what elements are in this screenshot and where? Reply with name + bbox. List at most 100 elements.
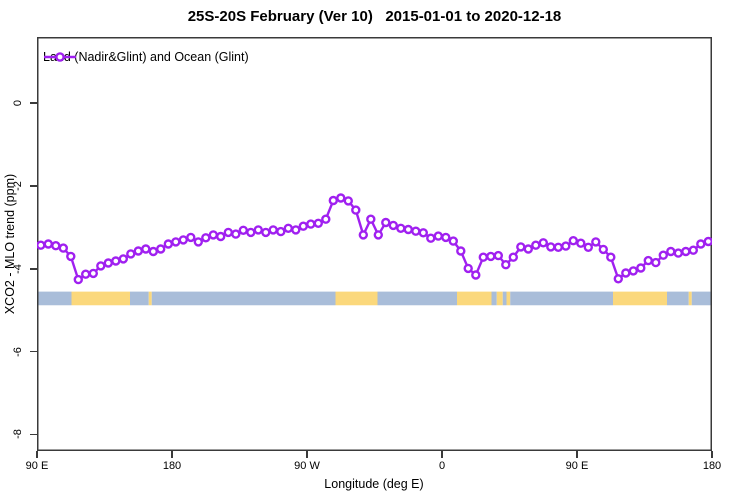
data-point-marker bbox=[283, 223, 294, 234]
surface-band-ocean-segment bbox=[510, 291, 613, 306]
data-point-marker bbox=[231, 229, 241, 239]
x-axis-tick-mark bbox=[441, 451, 443, 458]
data-point-marker bbox=[171, 237, 181, 247]
surface-band-land-segment bbox=[506, 291, 511, 306]
data-point-marker bbox=[516, 242, 526, 252]
data-point-marker bbox=[246, 227, 256, 238]
surface-band-ocean-segment bbox=[130, 291, 149, 306]
y-axis-tick-mark bbox=[30, 433, 37, 436]
data-point-marker bbox=[73, 274, 83, 285]
plot-canvas bbox=[37, 37, 712, 451]
data-point-marker bbox=[103, 258, 114, 268]
data-point-marker bbox=[523, 244, 533, 254]
legend-series-glyph-icon bbox=[44, 52, 76, 62]
x-axis-tick-mark bbox=[306, 451, 308, 458]
data-point-marker bbox=[426, 233, 436, 243]
data-point-marker bbox=[583, 242, 593, 253]
data-point-marker bbox=[58, 243, 68, 253]
data-point-marker bbox=[696, 239, 706, 249]
data-point-marker bbox=[351, 205, 361, 215]
data-point-marker bbox=[546, 242, 556, 252]
data-point-marker bbox=[291, 225, 301, 235]
data-point-marker bbox=[373, 230, 383, 240]
data-point-marker bbox=[186, 232, 196, 243]
y-axis-tick-mark bbox=[30, 185, 37, 187]
data-point-marker bbox=[43, 239, 54, 249]
data-point-marker bbox=[155, 244, 166, 254]
data-point-marker bbox=[306, 219, 316, 229]
plot-border bbox=[37, 37, 712, 451]
x-axis-tick-mark bbox=[711, 451, 713, 458]
x-axis-tick-mark bbox=[36, 451, 38, 458]
data-point-marker bbox=[688, 245, 698, 255]
y-axis-tick-label: -4 bbox=[12, 263, 24, 274]
data-point-marker bbox=[703, 236, 712, 247]
data-point-marker bbox=[396, 223, 406, 234]
data-point-marker bbox=[493, 250, 503, 261]
data-point-marker bbox=[133, 246, 144, 256]
surface-band-ocean-segment bbox=[491, 291, 497, 306]
x-axis-label: Longitude (deg E) bbox=[324, 477, 424, 491]
legend-label: Land (Nadir&Glint) and Ocean (Glint) bbox=[43, 50, 249, 64]
data-point-marker bbox=[433, 231, 443, 241]
surface-band-ocean-segment bbox=[667, 291, 689, 306]
data-point-marker bbox=[268, 225, 278, 235]
data-point-marker bbox=[553, 242, 563, 253]
surface-band-land-segment bbox=[148, 291, 152, 306]
data-point-marker bbox=[403, 224, 413, 235]
data-point-marker bbox=[298, 221, 308, 231]
surface-band-ocean-segment bbox=[377, 291, 457, 306]
data-point-marker bbox=[215, 231, 226, 242]
y-axis-tick-mark bbox=[30, 102, 37, 104]
data-point-marker bbox=[118, 254, 129, 264]
x-axis-tick-label: 180 bbox=[702, 460, 722, 472]
y-axis-tick-label: -6 bbox=[12, 346, 24, 357]
data-point-marker bbox=[336, 193, 346, 203]
surface-band-land-segment bbox=[71, 291, 130, 306]
data-point-marker bbox=[238, 225, 249, 236]
surface-band-land-segment bbox=[688, 291, 692, 306]
data-point-marker bbox=[388, 220, 398, 231]
data-point-marker bbox=[456, 246, 466, 256]
data-point-marker bbox=[501, 259, 511, 270]
data-point-marker bbox=[606, 252, 616, 262]
x-axis-tick-label: 90 E bbox=[565, 460, 589, 472]
data-point-marker bbox=[81, 269, 91, 279]
series-line bbox=[40, 196, 709, 282]
x-axis-tick-label: 180 bbox=[162, 460, 182, 472]
data-point-marker bbox=[591, 237, 601, 247]
data-point-marker bbox=[448, 236, 458, 246]
data-point-marker bbox=[636, 263, 646, 273]
data-point-marker bbox=[463, 263, 473, 274]
y-axis-tick-label: 0 bbox=[12, 100, 24, 107]
surface-band-ocean-segment bbox=[502, 291, 507, 306]
y-axis-tick-mark bbox=[30, 350, 37, 353]
data-point-marker bbox=[598, 244, 608, 255]
data-point-marker bbox=[223, 227, 234, 238]
data-point-marker bbox=[366, 214, 376, 224]
plot-area: Land (Nadir&Glint) and Ocean (Glint) bbox=[37, 37, 712, 451]
data-point-marker bbox=[441, 232, 451, 243]
legend: Land (Nadir&Glint) and Ocean (Glint) bbox=[43, 50, 249, 64]
surface-band-ocean-segment bbox=[37, 291, 72, 306]
surface-band-land-segment bbox=[613, 291, 667, 306]
data-point-marker bbox=[253, 225, 264, 235]
data-point-marker bbox=[681, 246, 691, 257]
data-point-marker bbox=[66, 251, 76, 262]
data-point-marker bbox=[471, 270, 481, 280]
data-point-marker bbox=[673, 248, 683, 258]
data-point-marker bbox=[561, 241, 571, 251]
data-point-marker bbox=[486, 251, 496, 262]
data-point-marker bbox=[418, 228, 428, 238]
data-point-marker bbox=[96, 261, 106, 271]
x-axis-tick-mark bbox=[171, 451, 173, 458]
data-point-marker bbox=[88, 268, 98, 279]
surface-band-ocean-segment bbox=[691, 291, 712, 306]
data-point-marker bbox=[37, 240, 46, 250]
data-point-marker bbox=[628, 266, 638, 276]
data-point-marker bbox=[411, 226, 421, 236]
data-point-marker bbox=[358, 230, 368, 240]
data-point-marker bbox=[141, 244, 151, 254]
data-point-marker bbox=[193, 237, 204, 247]
